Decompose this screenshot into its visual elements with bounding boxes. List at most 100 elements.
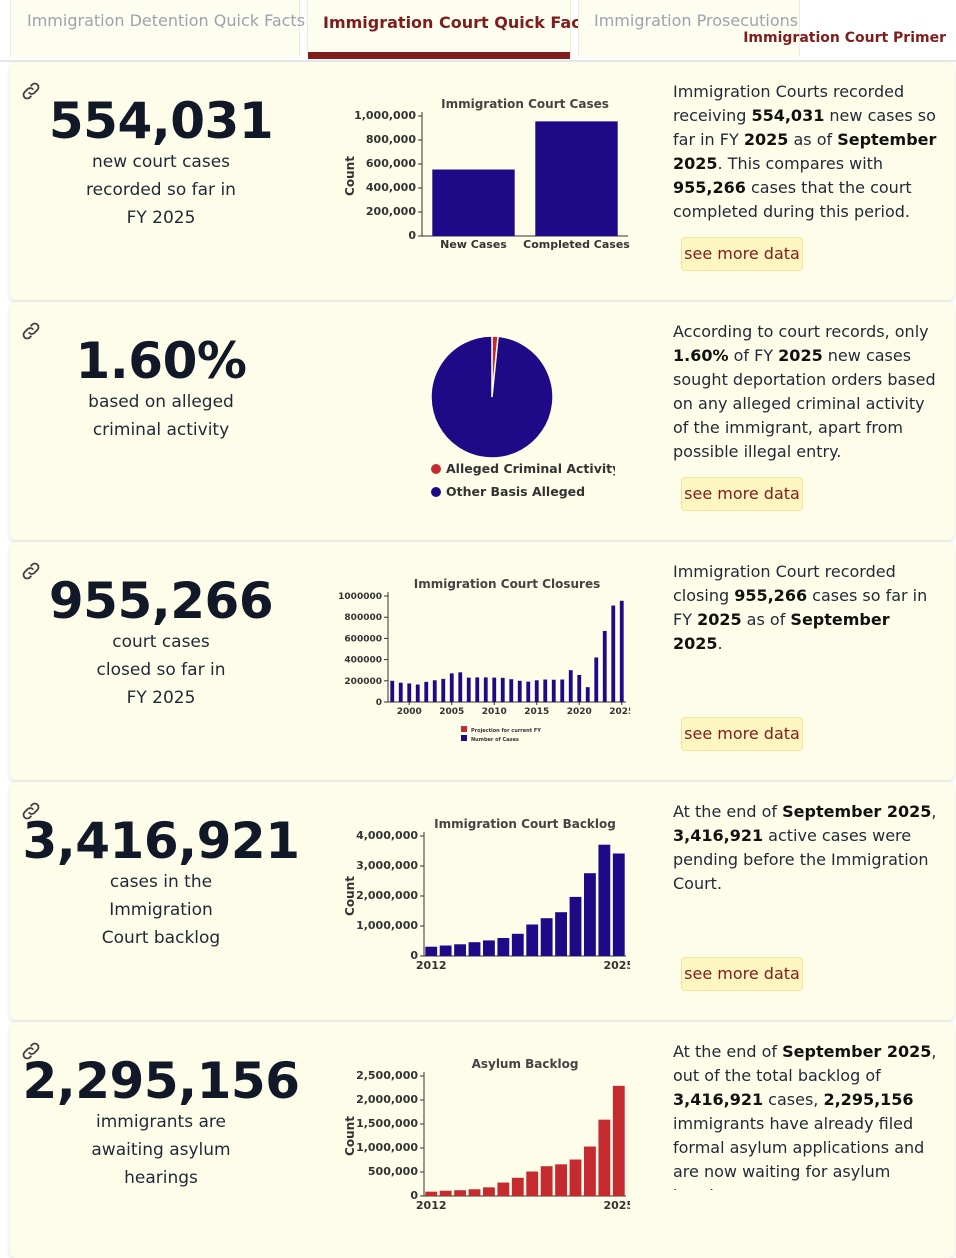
bar: [517, 680, 522, 702]
see-more-data-button[interactable]: see more data: [681, 237, 803, 271]
desc-segment: , out of the total backlog of: [673, 1042, 937, 1085]
desc-segment: immigrants have already filed formal asy…: [673, 1114, 925, 1190]
desc-segment: as of: [741, 610, 791, 629]
desc-segment: Immigration Courts recorded receiving: [673, 82, 905, 125]
legend-label: Projection for current FY: [471, 728, 541, 734]
desc-segment: September 2025: [673, 130, 937, 173]
y-tick-label: 400000: [344, 656, 382, 666]
bar: [560, 679, 565, 702]
bar: [483, 677, 488, 702]
chart-title: Immigration Court Cases: [441, 97, 609, 111]
tab-label: Immigration Court Quick Facts: [323, 13, 598, 32]
bar: [584, 1146, 596, 1196]
primer-link[interactable]: Immigration Court Primer: [743, 30, 946, 46]
big-number-caption: immigrants are awaiting asylum hearings: [91, 1112, 231, 1188]
bar: [619, 600, 624, 702]
big-number: 2,295,156: [22, 1052, 300, 1110]
bar: [526, 924, 539, 956]
bar: [425, 946, 438, 956]
legend-label: Number of Cases: [471, 737, 519, 743]
fact-description: Immigration Court recorded closing 955,2…: [673, 560, 939, 656]
tab-court-quick-facts[interactable]: Immigration Court Quick Facts: [307, 0, 598, 59]
y-tick-label: 400,000: [366, 181, 416, 194]
desc-segment: 2025: [743, 130, 789, 149]
desc-segment: 2,295,156: [823, 1090, 914, 1109]
bar: [511, 933, 524, 956]
bar: [483, 940, 495, 956]
desc-segment: new cases sought deportation orders base…: [673, 346, 936, 461]
tab-prosecutions[interactable]: Immigration Prosecutions: [578, 0, 800, 57]
desc-segment: At the end of: [673, 1042, 783, 1061]
fact-description: At the end of September 2025, out of the…: [673, 1040, 939, 1190]
court-cases-chart: Immigration Court Cases Count 0 200,000 400,…: [343, 97, 630, 251]
big-number: 3,416,921: [22, 812, 300, 870]
y-tick-label: 1,000,000: [356, 1141, 418, 1154]
bar: [454, 1190, 466, 1196]
see-more-data-button[interactable]: see more data: [681, 957, 803, 991]
desc-segment: 955,266: [673, 178, 746, 197]
link-icon[interactable]: [20, 80, 42, 102]
bar: [540, 1166, 553, 1196]
desc-segment: Immigration Court recorded closing: [673, 562, 896, 605]
bar: [598, 844, 611, 956]
asylum-backlog-chart: Asylum Backlog Count 0 500,000 1,000,000 1,50…: [343, 1057, 630, 1212]
y-tick-label: 0: [410, 1189, 418, 1202]
y-tick-label: 500,000: [368, 1165, 418, 1178]
bar: [612, 1085, 625, 1196]
bar: [509, 679, 514, 702]
chart-title: Immigration Court Closures: [414, 577, 600, 591]
y-tick-label: 1000000: [338, 592, 382, 602]
see-more-data-button[interactable]: see more data: [681, 477, 803, 511]
bar: [569, 896, 582, 956]
bar: [569, 1159, 582, 1196]
bar: [602, 630, 607, 702]
active-tab-indicator: [308, 52, 570, 59]
y-tick-label: 800,000: [366, 133, 416, 146]
desc-segment: 955,266: [734, 586, 808, 605]
bar: [526, 1171, 539, 1196]
legend-label: Alleged Criminal Activity: [446, 461, 615, 476]
desc-segment: ,: [931, 802, 937, 821]
y-tick-label: 200,000: [366, 205, 416, 218]
chart-title: Asylum Backlog: [472, 1057, 579, 1071]
bar: [439, 945, 452, 956]
bar: [540, 918, 553, 956]
y-tick-label: 600000: [344, 634, 382, 644]
desc-segment: 1.60%: [673, 346, 729, 365]
y-tick-label: 0: [410, 949, 418, 962]
y-tick-label: 2,500,000: [356, 1069, 418, 1082]
big-number-caption: new court cases recorded so far in FY 20…: [86, 152, 236, 228]
bar: [535, 121, 618, 236]
desc-segment: 3,416,921: [673, 826, 764, 845]
x-tick-label: 2025: [603, 1199, 630, 1212]
link-icon[interactable]: [20, 560, 42, 582]
link-icon[interactable]: [20, 1040, 42, 1062]
link-icon[interactable]: [20, 800, 42, 822]
tab-detention-quick-facts[interactable]: Immigration Detention Quick Facts: [10, 0, 305, 57]
desc-segment: cases,: [763, 1090, 824, 1109]
desc-segment: new cases so far in FY: [673, 106, 936, 149]
fact-card-asylum-backlog: 2,295,156 immigrants are awaiting asylum…: [10, 1022, 954, 1258]
fact-card-closures: 955,266 court cases closed so far in FY …: [10, 542, 954, 780]
bar: [585, 687, 590, 702]
desc-segment: active cases were pending before the Imm…: [673, 826, 929, 893]
bar: [555, 912, 567, 956]
desc-segment: as of: [788, 130, 838, 149]
bar: [439, 1190, 452, 1196]
x-tick-label: New Cases: [440, 238, 507, 251]
bar: [390, 680, 395, 702]
big-number: 1.60%: [75, 332, 247, 390]
desc-segment: . This compares with: [717, 154, 884, 173]
desc-segment: 2025: [778, 346, 823, 365]
y-tick-label: 2,000,000: [356, 1093, 418, 1106]
link-icon[interactable]: [20, 320, 42, 342]
see-more-data-button[interactable]: see more data: [681, 717, 803, 751]
fact-card-new-cases: 554,031 new court cases recorded so far …: [10, 62, 954, 300]
bar: [500, 677, 505, 702]
x-tick-label: 2010: [482, 707, 507, 717]
bar: [534, 680, 539, 702]
fact-description: Immigration Courts recorded receiving 55…: [673, 80, 939, 224]
desc-segment: .: [717, 634, 723, 653]
y-axis-label: Count: [343, 1116, 357, 1156]
chart-title: Immigration Court Backlog: [434, 817, 616, 831]
